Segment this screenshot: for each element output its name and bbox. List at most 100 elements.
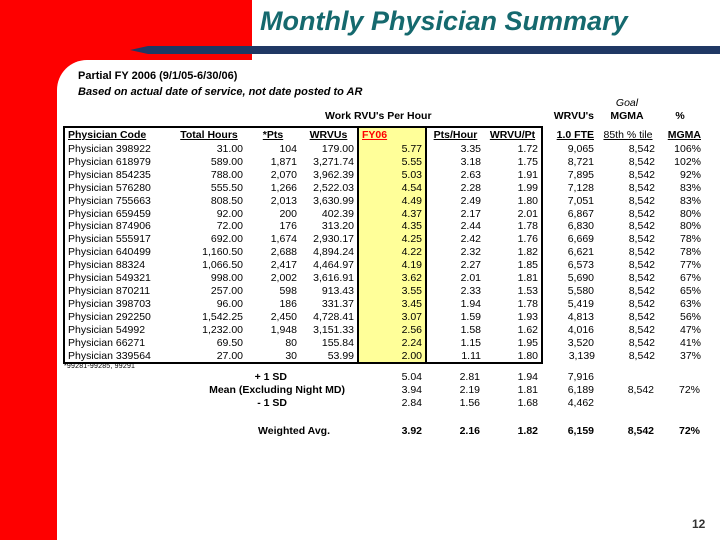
cell: 2,013 xyxy=(270,194,297,207)
report-subtitle-period: Partial FY 2006 (9/1/05-6/30/06) xyxy=(78,70,238,82)
cell: 2.33 xyxy=(460,284,481,297)
cell: 2,930.17 xyxy=(313,233,354,246)
summary-label: Weighted Avg. xyxy=(258,424,330,437)
table-header-row: Physician Code Total Hours *Pts WRVUs FY06 Pt… xyxy=(63,126,704,143)
cell: 2.27 xyxy=(460,259,481,272)
cell: 1.62 xyxy=(484,323,543,337)
cell xyxy=(597,397,657,410)
cell: 1.85 xyxy=(484,259,543,273)
cell: 80% xyxy=(679,207,701,220)
physician-row: Physician 88324 1,066.50 2,417 4,464.97 4.19… xyxy=(63,259,704,273)
cell: 106% xyxy=(674,143,701,155)
summary-row: + 1 SD 5.04 2.81 1.94 7,916 xyxy=(63,371,703,384)
cell: 4,813 xyxy=(567,310,594,323)
cell: Physician 618979 xyxy=(63,155,172,169)
cell: 5.77 xyxy=(357,143,427,156)
cell: 56% xyxy=(679,310,701,323)
group-header-work-rvus: Work RVU's Per Hour xyxy=(325,110,432,122)
cell: 3,139 xyxy=(568,350,595,362)
cell: Physician 549321 xyxy=(63,272,172,285)
cell: 1.78 xyxy=(484,220,543,234)
cell: 72.00 xyxy=(216,220,243,233)
cell: Physician 874906 xyxy=(63,220,172,234)
cell: 31.00 xyxy=(216,143,243,155)
cell: 1.94 xyxy=(460,297,481,310)
title-divider-arrow xyxy=(130,46,720,54)
physician-row: Physician 755663 808.50 2,013 3,630.99 4.49 2… xyxy=(63,194,704,208)
report-subtitle-note: Based on actual date of service, not dat… xyxy=(78,86,363,98)
cell: 5,690 xyxy=(567,272,594,285)
cell: 1.53 xyxy=(484,284,543,298)
cell: 331.37 xyxy=(321,297,354,310)
physician-row: Physician 640499 1,160.50 2,688 4,894.24 4.2… xyxy=(63,246,704,260)
cell: 1.56 xyxy=(459,396,480,409)
summary-row: - 1 SD 2.84 1.56 1.68 4,462 xyxy=(63,397,703,410)
cell: 3.92 xyxy=(401,424,422,437)
cell: 3.55 xyxy=(357,284,427,298)
cell: Physician 555917 xyxy=(63,233,172,247)
cell: 598 xyxy=(279,284,297,297)
cell: 6,830 xyxy=(567,220,594,233)
column-header: Pts/Hour xyxy=(426,126,484,143)
cell: 8,542 xyxy=(627,424,654,437)
cell: 8,542 xyxy=(628,297,655,310)
cell: 1,871 xyxy=(270,155,297,168)
cell: 5,580 xyxy=(567,284,594,297)
cell: 2.16 xyxy=(459,424,480,437)
cpt-codes-footnote: *99281-99285, 99291 xyxy=(64,363,136,370)
cell: 102% xyxy=(674,155,701,168)
cell: 8,542 xyxy=(628,336,655,349)
cell: 692.00 xyxy=(210,233,243,246)
cell: 4.19 xyxy=(357,259,427,273)
column-header: FY06 xyxy=(357,126,427,143)
cell: 1.15 xyxy=(460,336,481,349)
cell: 2.56 xyxy=(357,323,427,337)
cell: 53.99 xyxy=(300,349,358,365)
physician-row: Physician 618979 589.00 1,871 3,271.74 5.55 3… xyxy=(63,155,704,169)
cell: 96.00 xyxy=(216,297,243,310)
pre-header-wrvus: WRVU's xyxy=(553,110,594,122)
cell: 257.00 xyxy=(210,284,243,297)
column-header: Total Hours xyxy=(172,126,246,143)
cell: 92% xyxy=(679,168,701,181)
cell: 3,630.99 xyxy=(313,194,354,207)
column-header: WRVU/Pt xyxy=(484,126,543,143)
physician-summary-table: Physician Code Total Hours *Pts WRVUs FY06 Pt… xyxy=(63,126,704,365)
physician-row: Physician 339564 27.00 30 53.99 2.00 1.11 1.80… xyxy=(63,349,704,365)
cell: 1.82 xyxy=(484,246,543,260)
cell: 179.00 xyxy=(321,143,354,155)
cell: 8,721 xyxy=(567,155,594,168)
physician-row: Physician 555917 692.00 1,674 2,930.17 4.25 2… xyxy=(63,233,704,247)
cell: 8,542 xyxy=(628,168,655,181)
cell: 2.81 xyxy=(459,371,480,383)
cell: 2.42 xyxy=(460,233,481,246)
cell: 589.00 xyxy=(210,155,243,168)
cell: 1,948 xyxy=(270,323,297,336)
cell: 2,070 xyxy=(270,168,297,181)
cell: 8,542 xyxy=(627,383,654,396)
cell: 1.59 xyxy=(460,310,481,323)
cell: 2.32 xyxy=(460,246,481,259)
cell: 1,066.50 xyxy=(202,259,243,272)
cell: Physician 292250 xyxy=(63,310,172,324)
cell: 3.07 xyxy=(357,310,427,324)
cell: 1.99 xyxy=(484,181,543,195)
cell: 1.95 xyxy=(484,336,543,350)
cell: 2,417 xyxy=(270,259,297,272)
cell: 5.55 xyxy=(357,155,427,169)
cell: 998.00 xyxy=(210,272,243,285)
summary-label: + 1 SD xyxy=(254,371,287,383)
cell: 1,674 xyxy=(270,233,297,246)
cell: Physician 870211 xyxy=(63,284,172,298)
cell: 200 xyxy=(279,207,297,220)
cell: 1.91 xyxy=(484,168,543,182)
physician-row: Physician 398703 96.00 186 331.37 3.45 1.94 1.… xyxy=(63,297,704,311)
cell: 2,002 xyxy=(270,272,297,285)
cell: 30 xyxy=(246,349,300,365)
cell: 8,542 xyxy=(628,350,655,362)
cell: 92.00 xyxy=(216,207,243,220)
cell: 6,669 xyxy=(567,233,594,246)
cell: 2.44 xyxy=(460,220,481,233)
cell: Physician 339564 xyxy=(63,349,172,365)
